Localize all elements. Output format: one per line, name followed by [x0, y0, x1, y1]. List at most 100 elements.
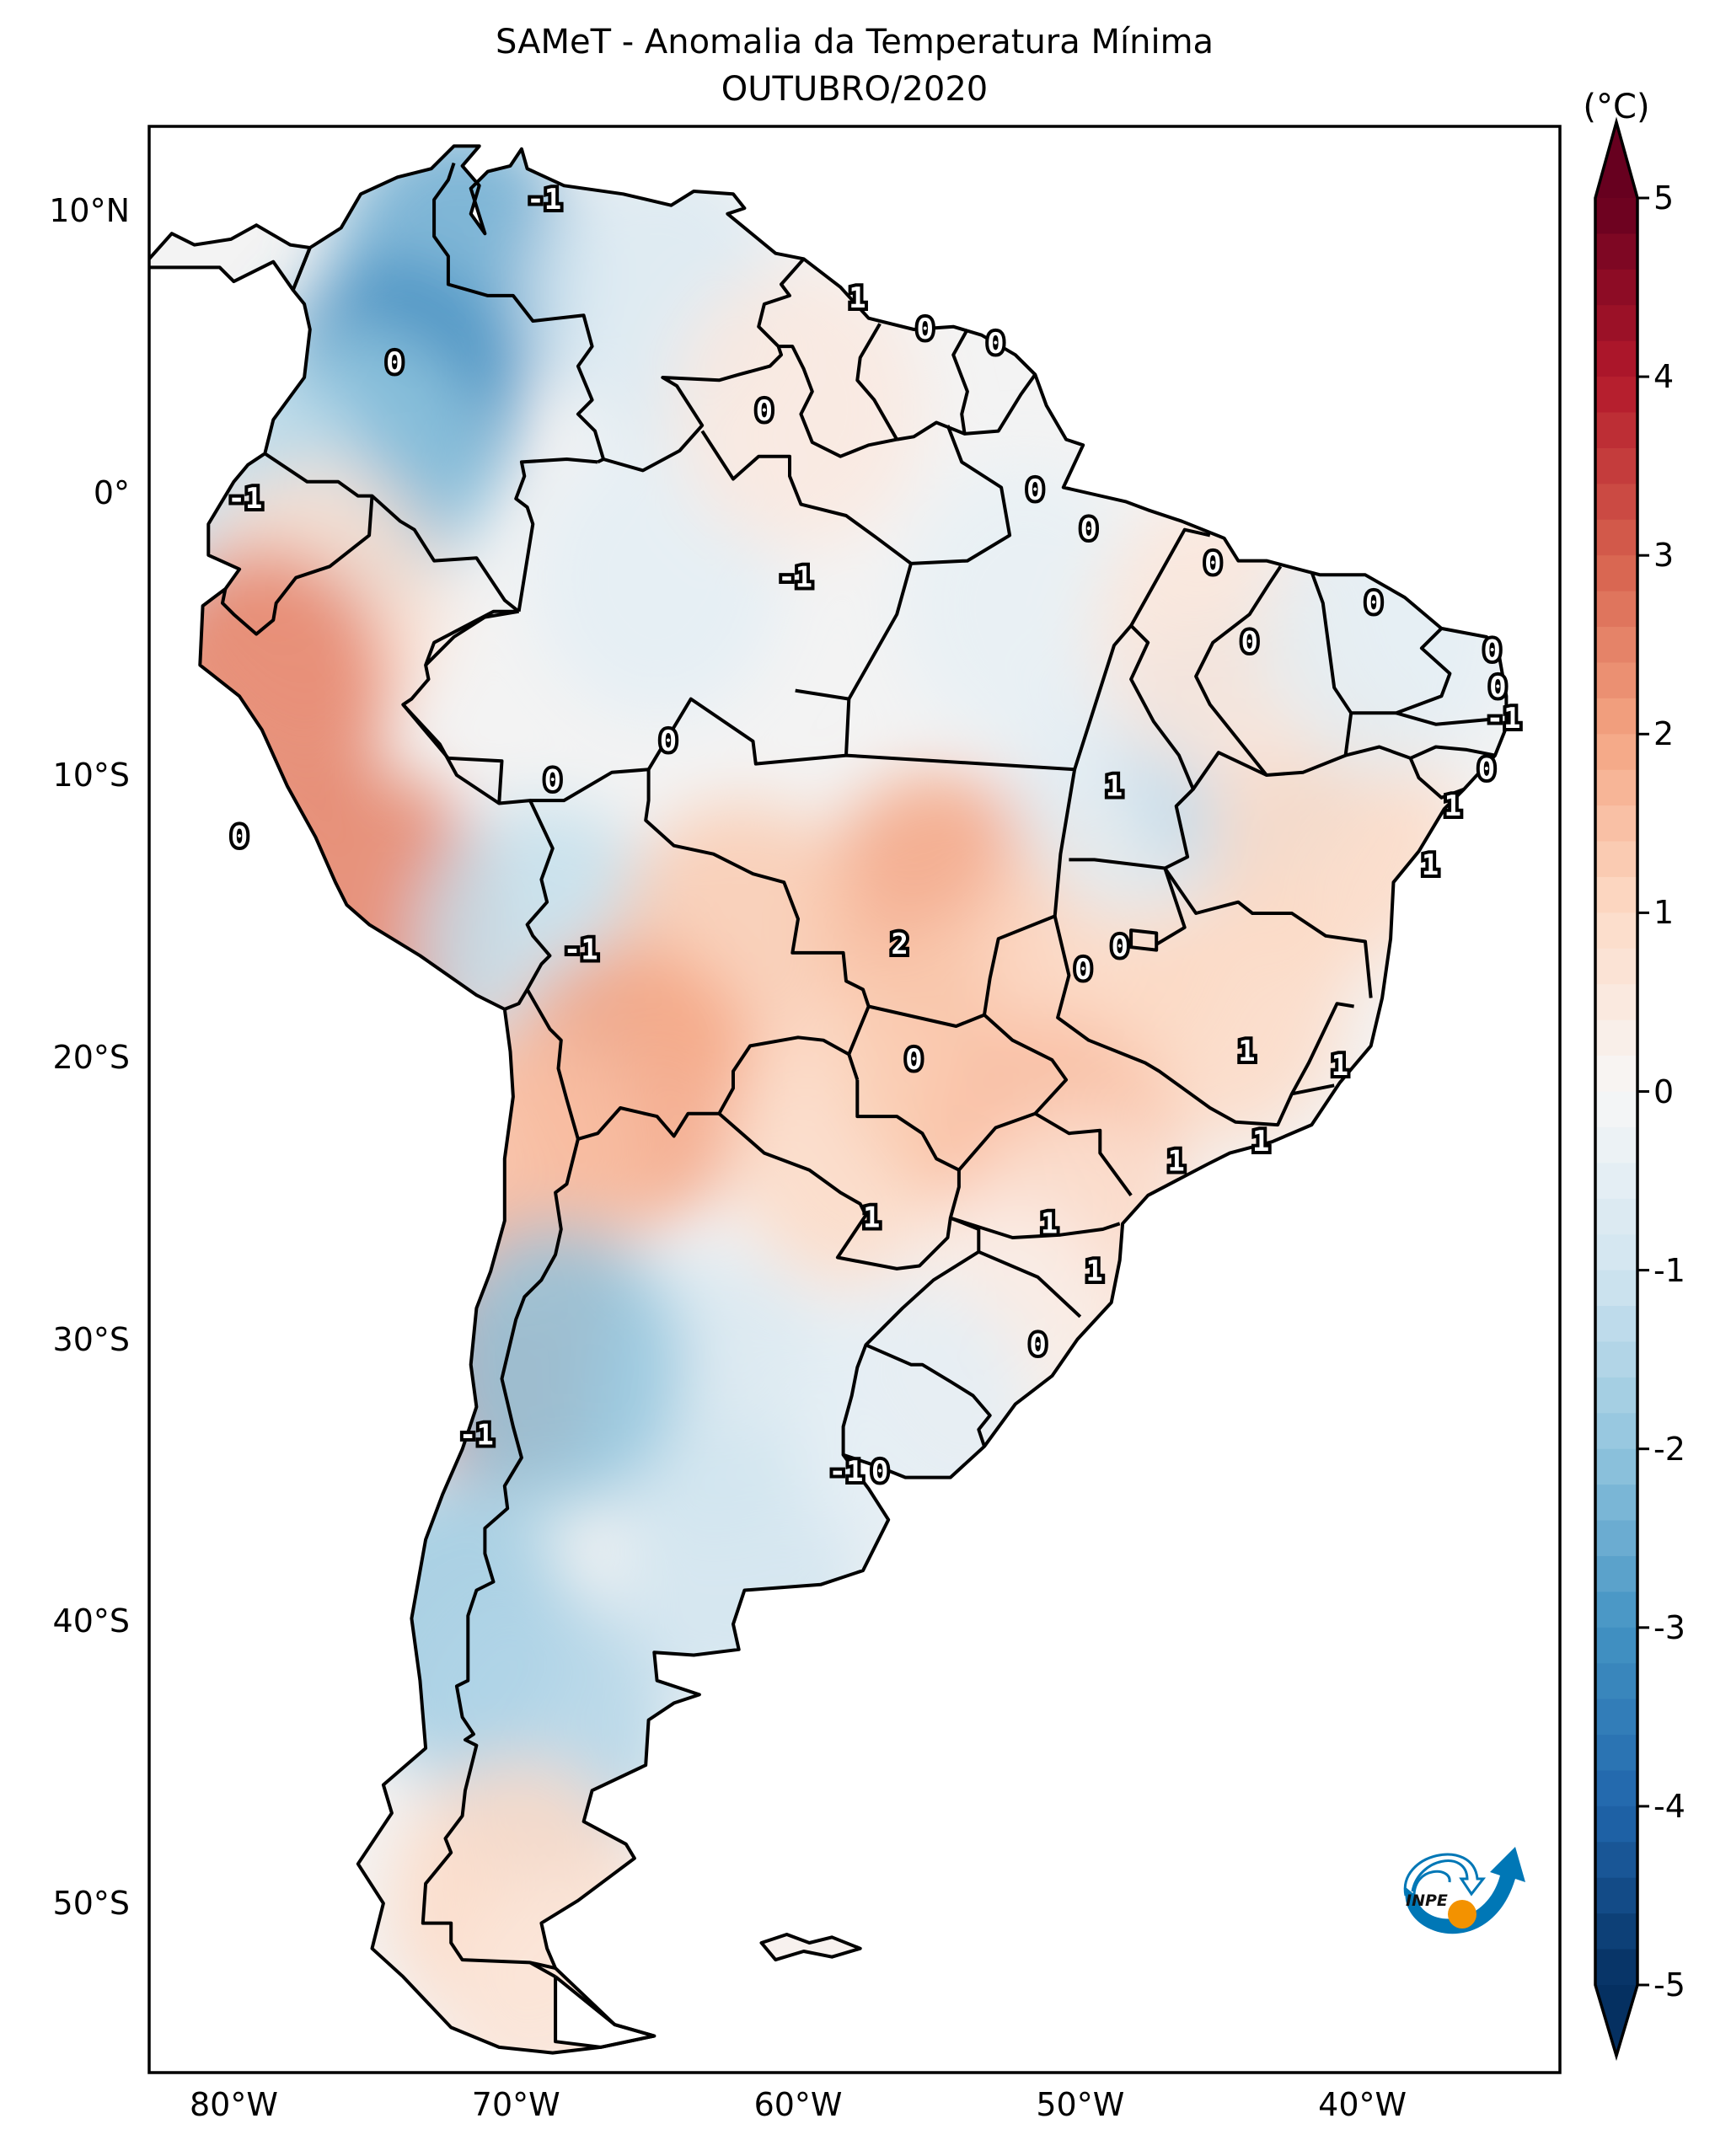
contour-label: 0 [1478, 752, 1495, 786]
country-border [1129, 867, 1187, 952]
contour-label: 0 [1241, 626, 1257, 660]
country-border [1053, 915, 1335, 1127]
colorbar-segment [1595, 984, 1637, 1021]
colorbar-tick-label: 2 [1653, 715, 1675, 753]
colorbar-segment [1595, 305, 1637, 342]
colorbar-segment [1595, 698, 1637, 735]
country-border [1129, 527, 1211, 627]
inpe-logo: INPE [1403, 1847, 1525, 1934]
anomaly-blob [672, 265, 925, 552]
country-border [421, 1138, 580, 1971]
colorbar-segment [1595, 447, 1637, 484]
colorbar-segment [1595, 1913, 1637, 1950]
contour-label: 0 [1029, 1328, 1046, 1362]
logo-sun [1448, 1900, 1476, 1929]
country-border [401, 704, 504, 804]
colorbar-segment [1595, 627, 1637, 664]
contour-label: 1 [1332, 1049, 1348, 1083]
country-border [1034, 1111, 1133, 1196]
lon-tick-label: 70°W [471, 2086, 560, 2123]
colorbar-segment [1595, 1949, 1637, 1986]
colorbar-segment [1595, 1842, 1637, 1879]
logo-text: INPE [1406, 1891, 1448, 1910]
colorbar-segment [1595, 805, 1637, 843]
anomaly-field [149, 146, 1507, 2053]
contour-label: 0 [1483, 634, 1500, 668]
colorbar-tick-label: 0 [1653, 1073, 1675, 1110]
colorbar-tick-label: -3 [1653, 1608, 1685, 1646]
colorbar-tick-label: -1 [1653, 1251, 1685, 1289]
colorbar-unit-label: (°C) [1583, 88, 1650, 126]
colorbar-segment [1595, 769, 1637, 806]
colorbar-segment [1595, 1126, 1637, 1164]
colorbar-segment [1595, 1485, 1637, 1522]
coastline [149, 223, 312, 292]
colorbar-segment [1595, 1377, 1637, 1414]
contour-label: -1 [228, 482, 262, 516]
colorbar-segment [1595, 948, 1637, 985]
contour-label: -1 [1487, 702, 1521, 736]
contour-label: 1 [1167, 1145, 1184, 1179]
colorbar-segment [1595, 1663, 1637, 1700]
country-border [1345, 745, 1496, 760]
colorbar-tick-label: 4 [1653, 358, 1675, 396]
colorbar-tick-label: -5 [1653, 1966, 1685, 2004]
colorbar-segment [1595, 1198, 1637, 1235]
colorbar [1594, 116, 1649, 2062]
colorbar-segment [1595, 1448, 1637, 1485]
contour-label: 1 [863, 1201, 880, 1235]
country-border [264, 452, 520, 613]
colorbar-segment [1595, 1806, 1637, 1843]
lon-tick-label: 80°W [189, 2086, 278, 2123]
country-border [841, 1216, 981, 1455]
colorbar-segment [1595, 1735, 1637, 1772]
country-border [529, 1961, 557, 1978]
colorbar-segment [1595, 841, 1637, 878]
contour-label: -1 [527, 183, 561, 217]
country-border [1396, 711, 1498, 726]
colorbar-segment [1595, 484, 1637, 521]
country-border [950, 1216, 1121, 1239]
country-border [855, 323, 898, 441]
contour-label: 1 [849, 281, 866, 315]
colorbar-extend-min [1595, 1985, 1637, 2056]
colorbar-segment [1595, 1699, 1637, 1736]
colorbar-tick-label: 3 [1653, 537, 1675, 575]
axes-frame [147, 125, 1562, 2074]
logo-arc-inner [1412, 1870, 1451, 1897]
lat-tick-label: 20°S [52, 1038, 130, 1076]
logo-swoosh [1405, 1847, 1525, 1934]
contour-label: 1 [1252, 1125, 1269, 1158]
country-border [530, 768, 871, 1081]
colorbar-segment [1595, 1413, 1637, 1450]
country-border [424, 609, 519, 666]
country-border [951, 329, 969, 435]
colorbar-segment [1595, 519, 1637, 556]
colorbar-tick-label: -2 [1653, 1430, 1685, 1468]
lat-tick-label: 50°S [52, 1885, 130, 1923]
country-border [847, 425, 1012, 700]
colorbar-segment [1595, 734, 1637, 771]
contour-label: 0 [1204, 547, 1221, 580]
contour-label: 0 [1026, 473, 1043, 507]
country-border [778, 345, 898, 458]
colorbar-segment [1595, 340, 1637, 377]
figure-subtitle: OUTUBRO/2020 [721, 70, 989, 109]
contour-label: 1 [1422, 848, 1439, 882]
lon-tick-label: 40°W [1318, 2086, 1407, 2123]
colorbar-segment [1595, 269, 1637, 306]
lat-tick-label: 30°S [52, 1320, 130, 1358]
anomaly-blob [897, 463, 1150, 750]
colorbar-segment [1595, 1091, 1637, 1128]
contour-label: 0 [1080, 513, 1097, 547]
lat-tick-label: 0° [93, 474, 130, 512]
lat-tick-label: 10°N [49, 192, 130, 230]
contour-label: -1 [564, 934, 598, 967]
country-border [432, 162, 605, 464]
country-border [1290, 1002, 1354, 1095]
country-border [525, 988, 850, 1141]
contour-label: 0 [660, 725, 677, 758]
colorbar-segment [1595, 1627, 1637, 1664]
colorbar-segment [1595, 876, 1637, 913]
